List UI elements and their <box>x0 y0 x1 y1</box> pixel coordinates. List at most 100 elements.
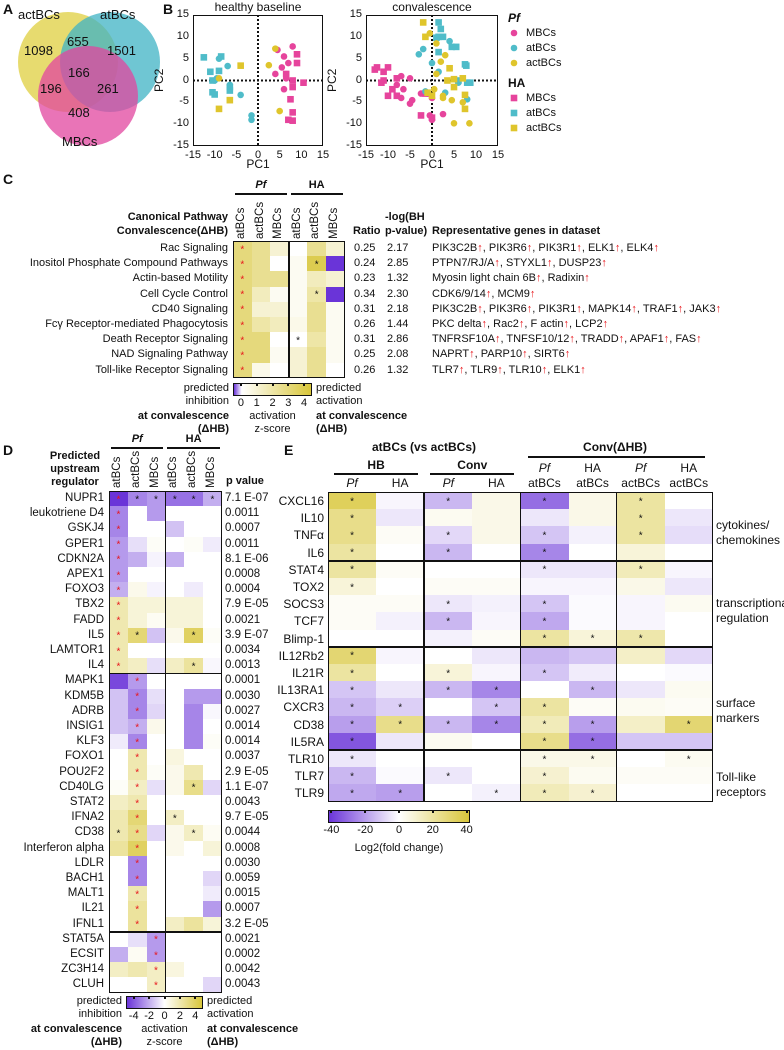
legend-marker-circle <box>510 59 518 67</box>
scatter-point-ha-mbcs <box>289 109 296 116</box>
heatmap-cell <box>184 840 204 857</box>
heatmap-cell <box>328 595 377 613</box>
gene-list: PIK3C2B↑, PIK3R6↑, PIK3R1↑, ELK1↑, ELK4↑ <box>432 243 659 254</box>
pvalue-value: 0.0044 <box>225 826 261 839</box>
scatter-point-ha-atbcs <box>435 19 442 26</box>
heatmap-cell <box>146 627 166 644</box>
significance-star: * <box>494 788 499 800</box>
scatter-point-pf-mbcs <box>280 85 288 93</box>
y-tick-label: 5 <box>355 51 362 64</box>
heatmap-cell <box>203 719 223 735</box>
y-tick-label: 10 <box>176 29 189 42</box>
significance-star: * <box>191 661 196 673</box>
column-label: Pf <box>442 476 454 490</box>
significance-star: * <box>542 633 547 645</box>
legend-left-bold1: at convalescence <box>137 410 229 422</box>
venn-count-atbcs-mbcs: 261 <box>97 81 119 96</box>
colorbar-tick-label: 0 <box>395 824 403 836</box>
heatmap-cell <box>109 521 129 538</box>
significance-star: * <box>116 570 121 582</box>
heatmap-cell <box>472 750 521 768</box>
up-arrow-icon: ↑ <box>580 363 586 376</box>
pvalue-value: 0.0011 <box>225 537 260 550</box>
pvalue-value: 0.0059 <box>225 872 261 884</box>
gene-label: IL6 <box>307 545 324 560</box>
heatmap-cell <box>165 840 185 857</box>
significance-star: * <box>154 980 158 992</box>
heatmap-cell <box>270 362 290 379</box>
pvalue-value: 0.0015 <box>225 887 261 900</box>
heatmap-cell <box>326 362 346 379</box>
heatmap-cell <box>165 916 185 933</box>
up-arrow-icon: ↑ <box>458 363 465 376</box>
up-arrow-icon: ↑ <box>601 257 607 270</box>
pvalue-value: 0.0008 <box>225 841 261 854</box>
up-arrow-icon: ↑ <box>518 318 525 330</box>
gene-name: ELK1 <box>553 363 581 376</box>
heatmap-cell <box>233 286 253 303</box>
x-axis-label: PC1 <box>420 157 444 171</box>
heatmap-cell <box>109 719 129 735</box>
scatter-point-ha-atbcs <box>226 87 234 94</box>
heatmap-cell <box>328 560 377 579</box>
significance-star: * <box>350 547 354 559</box>
scatter-point-ha-atbcs <box>200 54 208 61</box>
up-arrow-icon: ↑ <box>569 333 575 346</box>
heatmap-cell <box>288 286 308 303</box>
colorbar-tick-label: 4 <box>192 1010 199 1022</box>
heatmap-cell <box>127 825 148 842</box>
heatmap-cell <box>520 732 569 751</box>
venn-count-actbcs-mbcs: 196 <box>40 81 62 96</box>
pvalue-header-line2: p-value) <box>385 225 428 237</box>
heatmap-cell <box>270 332 290 348</box>
heatmap-cell <box>146 916 166 933</box>
heatmap-cell <box>184 764 204 781</box>
significance-star: * <box>154 494 158 506</box>
pvalue-value: 1.32 <box>387 272 409 285</box>
gene-name: MAPK14 <box>587 302 632 315</box>
heatmap-cell <box>109 491 129 507</box>
pvalue-value: 2.86 <box>387 333 409 346</box>
colorbar-tick-label: 2 <box>269 397 276 409</box>
significance-star: * <box>686 719 691 731</box>
gene-name: PKC delta <box>432 318 482 330</box>
significance-star: * <box>135 706 140 718</box>
pvalue-header: p value <box>226 475 264 487</box>
pvalue-value: 0.0002 <box>225 948 261 960</box>
regulator-label: MAPK1 <box>65 674 104 687</box>
significance-star: * <box>240 304 245 316</box>
heatmap-cell <box>376 646 425 665</box>
pvalue-value: 0.0001 <box>225 674 261 687</box>
scatter-point-ha-mbcs <box>384 92 392 100</box>
category-label: markers <box>716 711 760 725</box>
separator: , <box>574 333 581 346</box>
legend-marker-circle <box>510 44 518 52</box>
legend-right-line1: predicted <box>316 382 362 394</box>
heatmap-cell <box>109 764 129 781</box>
gene-list: PIK3C2B↑, PIK3R6↑, PIK3R1↑, MAPK14↑, TRA… <box>432 302 721 315</box>
heatmap-cell <box>203 673 223 690</box>
heatmap-cell <box>165 810 185 826</box>
pvalue-value: 0.0043 <box>225 978 261 991</box>
up-arrow-icon: ↑ <box>529 287 536 300</box>
left-title: atBCs (vs actBCs) <box>371 440 477 454</box>
heatmap-cell <box>251 301 271 318</box>
heatmap-cell <box>376 578 425 596</box>
heatmap-cell <box>251 241 271 257</box>
column-label-line2: atBCs <box>576 476 609 490</box>
colorbar-tick <box>287 383 290 386</box>
heatmap-cell <box>127 688 148 705</box>
legend-center-line1: activation <box>249 410 296 422</box>
scatter-point-pf-mbcs <box>289 43 296 50</box>
significance-star: * <box>590 633 595 645</box>
heatmap-cell <box>109 536 129 553</box>
significance-star: * <box>191 494 196 506</box>
heatmap-cell <box>127 931 148 948</box>
regulator-label: BACH1 <box>65 872 104 884</box>
up-arrow-icon: ↑ <box>602 318 609 330</box>
heatmap-cell <box>146 901 166 918</box>
heatmap-cell <box>146 734 166 750</box>
legend-right-bold2: (ΔHB) <box>316 423 348 435</box>
pvalue-value: 0.0042 <box>225 963 261 976</box>
legend-left-bold1: at convalescence <box>30 1023 122 1035</box>
